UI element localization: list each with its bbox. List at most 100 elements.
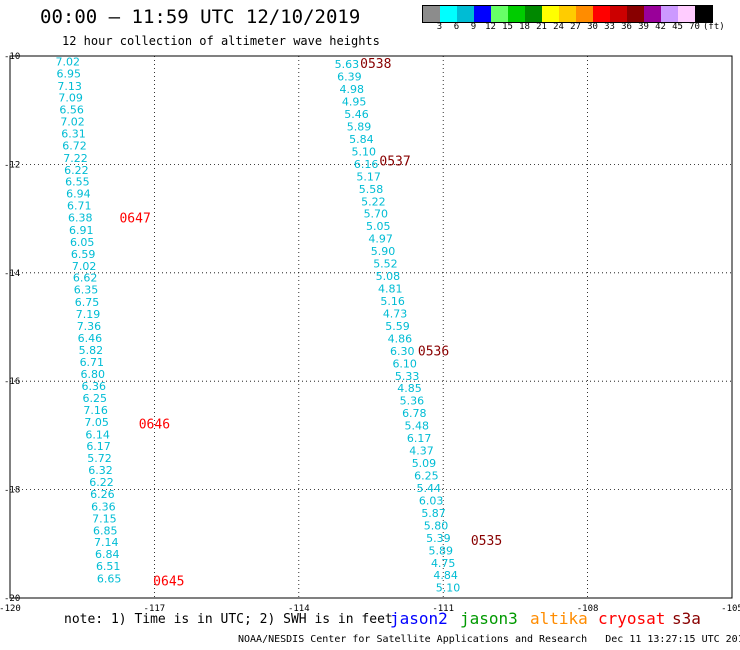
legend-swatch — [627, 6, 644, 22]
swh-value-label: 7.13 — [57, 80, 82, 93]
swh-value-label: 6.94 — [66, 188, 91, 201]
y-tick-label: -16 — [4, 377, 20, 387]
swh-value-label: 5.63 — [335, 58, 360, 71]
swh-value-label: 5.72 — [87, 452, 112, 465]
swh-value-label: 6.03 — [419, 494, 444, 507]
legend-label: 3 — [436, 22, 443, 32]
legend-label: 45 — [672, 22, 683, 32]
swh-value-label: 5.58 — [359, 183, 384, 196]
swh-value-label: 5.10 — [352, 145, 377, 158]
swh-value-label: 5.59 — [385, 320, 410, 333]
units-note: note: 1) Time is in UTC; 2) SWH is in fe… — [64, 612, 393, 627]
swh-value-label: 6.95 — [56, 67, 81, 80]
swh-value-label: 6.16 — [354, 158, 379, 171]
time-label: 0646 — [139, 418, 170, 433]
legend-swatch — [661, 6, 678, 22]
footer-credit: NOAA/NESDIS Center for Satellite Applica… — [238, 634, 740, 645]
swh-value-label: 6.80 — [81, 368, 106, 381]
swh-value-label: 5.44 — [417, 482, 442, 495]
time-label: 0538 — [360, 57, 391, 72]
y-tick-label: -12 — [4, 160, 20, 170]
legend-swatch — [644, 6, 661, 22]
x-tick-label: -114 — [288, 604, 310, 614]
swh-value-label: 6.91 — [69, 224, 94, 237]
swh-value-label: 5.70 — [364, 208, 389, 221]
legend-label: 70 — [689, 22, 700, 32]
swh-value-label: 4.95 — [342, 96, 367, 109]
satellite-altika: altika — [530, 609, 588, 628]
swh-value-label: 5.84 — [349, 133, 374, 146]
swh-value-label: 6.30 — [390, 345, 415, 358]
swh-value-label: 6.22 — [89, 476, 114, 489]
legend-label: 30 — [587, 22, 598, 32]
swh-value-label: 4.97 — [368, 233, 393, 246]
legend-swatch — [559, 6, 576, 22]
satellite-cryosat: cryosat — [598, 609, 666, 628]
swh-value-label: 5.46 — [344, 108, 369, 121]
legend-label: 21 — [536, 22, 547, 32]
legend-swatch — [508, 6, 525, 22]
swh-value-label: 4.84 — [433, 569, 458, 582]
swh-value-label: 7.05 — [84, 416, 109, 429]
swh-value-label: 6.25 — [414, 470, 439, 483]
swh-value-label: 6.38 — [68, 212, 93, 225]
y-tick-label: -14 — [4, 269, 20, 279]
swh-value-label: 6.22 — [64, 164, 89, 177]
legend-swatch — [678, 6, 695, 22]
swh-value-label: 4.75 — [431, 557, 456, 570]
legend-swatch — [576, 6, 593, 22]
legend-swatch — [423, 6, 440, 22]
legend-label: 9 — [470, 22, 477, 32]
legend-label: 12 — [485, 22, 496, 32]
legend-unit: (ft) — [703, 22, 725, 32]
y-tick-label: -18 — [4, 486, 20, 496]
swh-value-label: 4.73 — [383, 307, 408, 320]
swh-value-label: 5.22 — [361, 195, 386, 208]
swh-value-label: 7.02 — [56, 55, 81, 68]
swh-value-label: 5.10 — [436, 582, 461, 595]
swh-value-label: 4.85 — [397, 382, 422, 395]
swh-value-label: 6.78 — [402, 407, 427, 420]
swh-value-label: 6.71 — [80, 356, 105, 369]
legend-label: 42 — [655, 22, 666, 32]
swh-value-label: 5.87 — [421, 507, 446, 520]
legend-swatch — [457, 6, 474, 22]
y-tick-label: -10 — [4, 52, 20, 62]
legend-swatch — [525, 6, 542, 22]
swh-value-label: 6.05 — [70, 236, 95, 249]
swh-value-label: 6.26 — [90, 488, 115, 501]
legend-label: 33 — [604, 22, 615, 32]
time-label: 0537 — [379, 155, 410, 170]
legend-swatch — [695, 6, 712, 22]
swh-value-label: 5.48 — [404, 420, 429, 433]
legend-swatch — [491, 6, 508, 22]
satellite-s3a: s3a — [672, 609, 701, 628]
legend-swatch — [593, 6, 610, 22]
plot-frame — [9, 55, 733, 599]
legend-swatch — [440, 6, 457, 22]
swh-value-label: 6.32 — [88, 464, 113, 477]
swh-value-label: 5.33 — [395, 370, 420, 383]
swh-value-label: 5.09 — [412, 457, 437, 470]
swh-value-label: 6.56 — [59, 104, 84, 117]
swh-value-label: 6.17 — [86, 440, 111, 453]
swh-value-label: 6.14 — [85, 428, 110, 441]
swh-value-label: 5.89 — [429, 544, 454, 557]
swh-value-label: 6.84 — [95, 548, 120, 561]
legend-label: 24 — [553, 22, 564, 32]
swh-value-label: 7.36 — [77, 320, 102, 333]
legend-label: 36 — [621, 22, 632, 32]
legend-swatch — [610, 6, 627, 22]
swh-value-label: 5.90 — [371, 245, 396, 258]
time-label: 0536 — [418, 344, 449, 359]
swh-value-label: 6.17 — [407, 432, 432, 445]
page-subtitle: 12 hour collection of altimeter wave hei… — [62, 34, 380, 48]
swh-value-label: 6.85 — [93, 524, 118, 537]
swh-value-label: 7.19 — [76, 308, 101, 321]
swh-value-label: 4.86 — [388, 332, 413, 345]
time-label: 0647 — [119, 212, 150, 227]
swh-value-label: 5.52 — [373, 258, 398, 271]
y-tick-label: -20 — [4, 594, 20, 604]
swh-value-label: 5.80 — [424, 519, 449, 532]
